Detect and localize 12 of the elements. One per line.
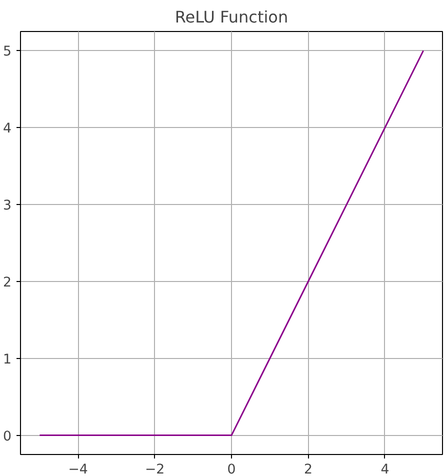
- y-tick-label: 4: [3, 122, 12, 137]
- y-tick-label: 2: [3, 275, 12, 290]
- x-tick-label: 0: [227, 462, 236, 476]
- y-tick-label: 5: [3, 44, 12, 60]
- y-tick-label: 1: [3, 352, 12, 368]
- x-tick-label: −4: [68, 462, 88, 476]
- y-tick-label: 0: [3, 429, 12, 444]
- y-tick-label: 3: [3, 198, 12, 214]
- chart-title: ReLU Function: [174, 8, 288, 26]
- x-tick-label: 4: [380, 462, 390, 476]
- x-tick-label: −2: [144, 462, 165, 476]
- x-tick-label: 2: [304, 462, 312, 476]
